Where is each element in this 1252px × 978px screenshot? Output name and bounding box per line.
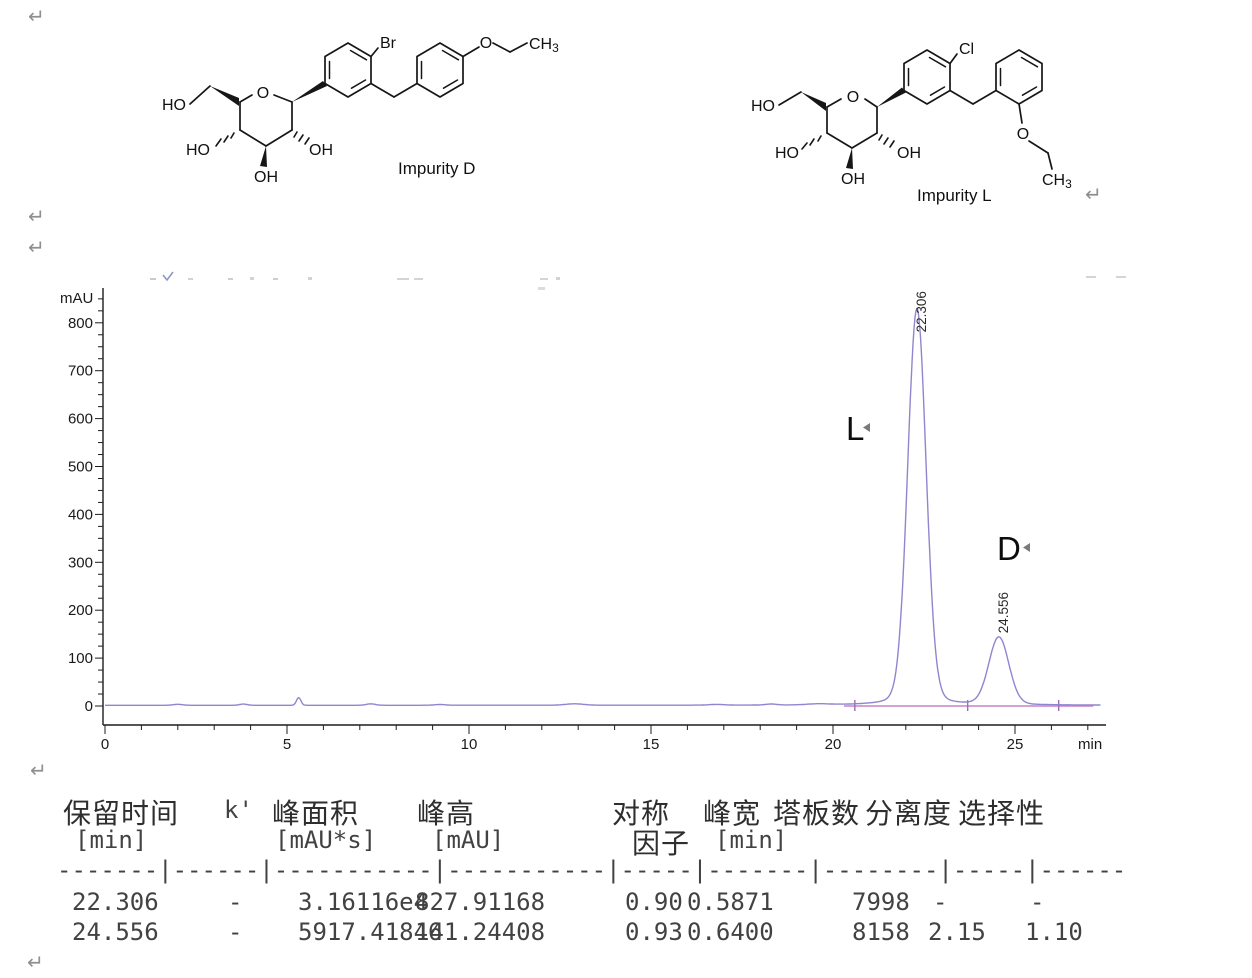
structure-impurity-d: HO O HO OH OH [130,22,590,192]
return-mark: ↵ [27,950,44,974]
table-separator: -------|------|-----------|-----------|-… [57,856,1127,884]
atom-label-ho: HO [775,145,799,162]
atom-label-ring-o: O [257,85,269,102]
impurity-d-drawing: HO O HO OH OH [162,35,559,186]
table-cell: 0.6400 [687,918,774,946]
atom-label-ring-o: O [847,89,859,106]
svg-text:0: 0 [85,698,93,715]
axes: 0 100 200 300 400 500 600 700 800 0 5 10 15 20 25 [68,288,1106,753]
svg-text:22.306: 22.306 [914,291,929,332]
svg-text:100: 100 [68,650,93,667]
atom-label-ho: HO [751,98,775,115]
table-cell: 8158 [852,918,910,946]
col-header-resolution: 分离度 [865,799,953,830]
atom-label-ether-o: O [480,35,492,52]
atom-label-ch3: CH3 [529,36,559,55]
table-cell: 1.10 [1025,918,1083,946]
atom-label-oh: OH [841,171,865,188]
table-cell: 141.24408 [415,918,546,946]
table-cell: 22.306 [72,888,159,916]
svg-text:0: 0 [101,736,109,753]
svg-text:15: 15 [643,736,660,753]
peak-annotation-l: L [846,410,864,447]
col-header-peak-width: 峰宽 [703,799,762,830]
svg-text:25: 25 [1007,736,1024,753]
x-axis-unit: min [1078,736,1102,753]
col-header-symmetry: 对称 [612,799,671,830]
atom-label-br: Br [380,35,397,52]
svg-text:800: 800 [68,315,93,332]
svg-text:700: 700 [68,363,93,380]
table-cell: - [228,918,243,946]
svg-text:20: 20 [825,736,842,753]
table-cell: 2.15 [928,918,986,946]
atom-label-ho: HO [186,142,210,159]
svg-text:10: 10 [461,736,478,753]
structure-impurity-l: HO O HO OH OH [745,22,1145,227]
return-mark: ↵ [1085,182,1102,206]
table-cell: - [1030,888,1045,916]
y-axis-unit: mAU [60,290,93,307]
col-header-plate-number: 塔板数 [773,799,861,830]
signal-trace [105,307,1101,706]
svg-text:400: 400 [68,506,93,523]
return-mark: ↵ [28,204,45,228]
annotation-arrow-icon [863,423,870,432]
peak-retention-labels: 22.306 24.556 [914,291,1011,633]
table-cell: 0.5871 [687,888,774,916]
col-header-peak-height: 峰高 [417,799,476,830]
col-unit-mau-s: [mAU*s] [275,826,377,854]
table-cell: 3.16116e4 [298,888,429,916]
col-header-k-prime: k' [224,796,253,824]
table-cell: 5917.41846 [298,918,443,946]
atom-label-ether-o: O [1017,126,1029,143]
col-header-selectivity: 选择性 [958,799,1046,830]
col-header-factor: 因子 [632,829,691,860]
col-unit-min: [min] [75,826,148,854]
atom-label-oh: OH [309,142,333,159]
impurity-l-drawing: HO O HO OH OH [751,41,1072,205]
col-header-retention-time: 保留时间 [63,799,180,830]
table-cell: - [228,888,243,916]
atom-label-oh: OH [254,169,278,186]
structure-name-impurity-d: Impurity D [398,159,475,178]
atom-label-ch3: CH3 [1042,172,1072,191]
return-mark: ↵ [30,758,47,782]
structure-name-impurity-l: Impurity L [917,186,992,205]
table-cell: 24.556 [72,918,159,946]
table-cell: 827.91168 [415,888,546,916]
atom-label-oh: OH [897,145,921,162]
svg-text:300: 300 [68,554,93,571]
svg-text:500: 500 [68,459,93,476]
col-header-peak-area: 峰面积 [272,799,360,830]
col-unit-mau: [mAU] [432,826,505,854]
table-cell: - [933,888,948,916]
svg-text:24.556: 24.556 [996,592,1011,633]
return-mark: ↵ [28,235,45,259]
return-mark: ↵ [28,4,45,28]
annotation-arrow-icon [1023,543,1030,552]
atom-label-ho: HO [162,97,186,114]
table-cell: 0.93 [625,918,683,946]
artifact-specks [150,271,1126,290]
svg-text:600: 600 [68,411,93,428]
svg-text:5: 5 [283,736,291,753]
table-cell: 0.90 [625,888,683,916]
atom-label-cl: Cl [959,41,974,58]
table-cell: 7998 [852,888,910,916]
col-unit-min2: [min] [715,826,788,854]
peak-annotation-d: D [997,530,1021,567]
svg-text:200: 200 [68,602,93,619]
